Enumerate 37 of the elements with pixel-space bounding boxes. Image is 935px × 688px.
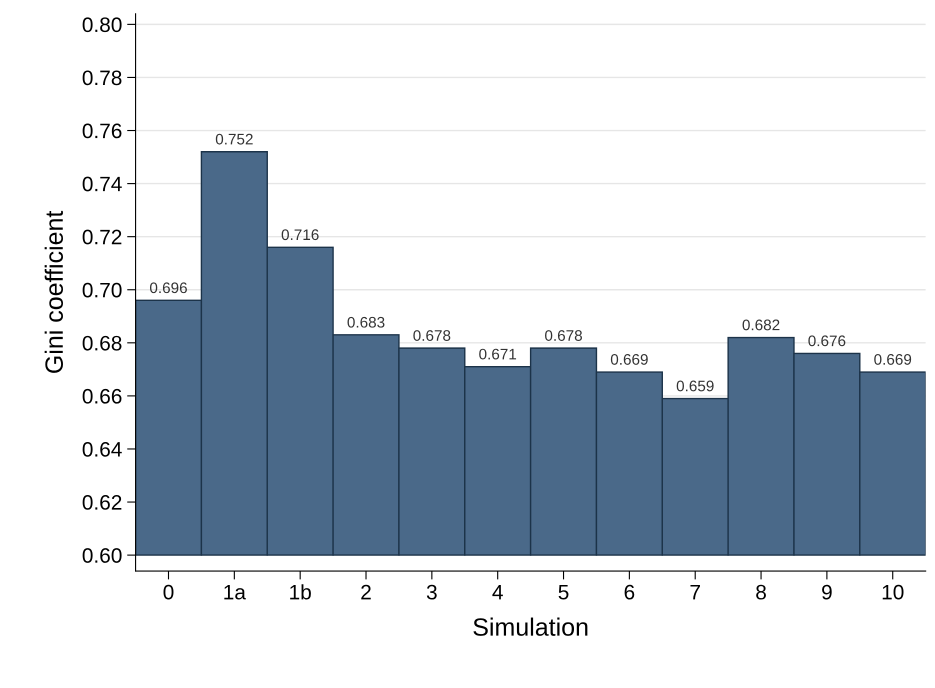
x-tick-label: 9	[822, 584, 832, 600]
x-tick-label: 4	[492, 585, 503, 600]
x-tick-label: 10	[882, 584, 904, 600]
x-tick-label: 8	[756, 584, 766, 600]
y-tick-label: 0.68	[82, 336, 122, 351]
x-tick-label: 3	[426, 584, 437, 600]
data-label: 0.696	[150, 282, 187, 294]
data-label: 0.752	[216, 134, 253, 145]
data-label: 0.678	[545, 330, 582, 341]
data-label: 0.659	[676, 380, 714, 392]
y-axis-title: Gini coefficient	[44, 210, 64, 373]
y-tick-label: 0.74	[82, 176, 122, 192]
data-label: 0.676	[808, 335, 846, 346]
data-label: 0.682	[742, 320, 780, 330]
data-label: 0.683	[347, 316, 384, 328]
y-tick-label: 0.64	[82, 442, 122, 457]
y-tick-label: 0.70	[82, 282, 122, 298]
x-axis-title: Simulation	[473, 618, 588, 636]
x-tick-label: 5	[558, 585, 568, 600]
data-label: 0.671	[479, 348, 516, 360]
data-label: 0.669	[874, 354, 912, 365]
y-tick-label: 0.60	[82, 548, 122, 563]
data-label: 0.678	[413, 330, 450, 341]
data-label: 0.669	[610, 354, 648, 365]
x-tick-label: 0	[164, 584, 174, 600]
data-label: 0.716	[282, 229, 319, 240]
x-tick-label: 6	[624, 584, 634, 600]
x-tick-label: 1b	[290, 584, 311, 600]
y-tick-label: 0.76	[82, 124, 122, 138]
y-tick-label: 0.62	[82, 495, 122, 510]
x-tick-label: 2	[361, 584, 371, 600]
y-tick-label: 0.80	[82, 17, 122, 32]
y-tick-label: 0.78	[82, 70, 122, 86]
x-tick-label: 7	[690, 585, 700, 600]
x-tick-label: 1a	[224, 585, 246, 600]
y-tick-label: 0.72	[82, 230, 122, 244]
y-tick-label: 0.66	[82, 388, 122, 404]
